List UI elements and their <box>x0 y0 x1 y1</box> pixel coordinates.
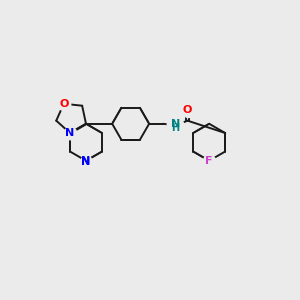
Text: N: N <box>171 119 180 129</box>
Text: F: F <box>206 156 213 166</box>
Text: H: H <box>171 123 179 134</box>
Text: N: N <box>65 128 75 138</box>
Text: O: O <box>183 105 192 115</box>
Text: N: N <box>81 157 91 166</box>
Text: O: O <box>59 99 68 109</box>
Text: N: N <box>81 156 91 166</box>
